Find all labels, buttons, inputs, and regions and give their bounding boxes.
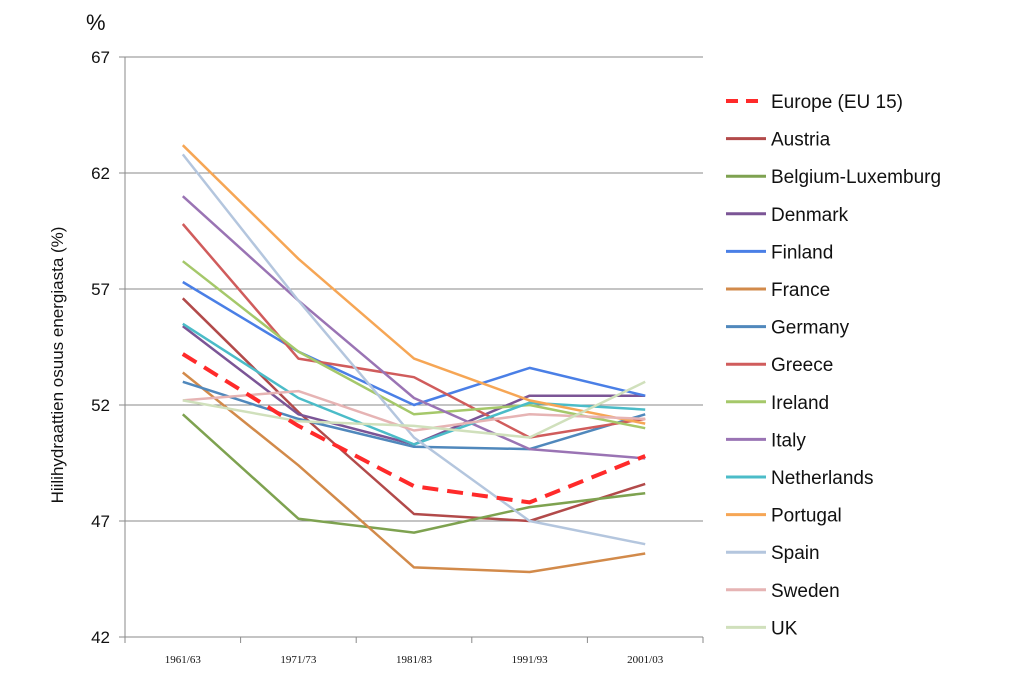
y-tick-label: 42 bbox=[91, 628, 110, 647]
x-tick-label: 2001/03 bbox=[627, 654, 664, 666]
series-line-germany bbox=[182, 380, 646, 451]
legend-label: Netherlands bbox=[771, 468, 873, 489]
legend-item-france: France bbox=[726, 280, 830, 301]
legend-item-netherlands: Netherlands bbox=[726, 468, 873, 489]
legend-item-denmark: Denmark bbox=[726, 205, 849, 226]
legend-item-sweden: Sweden bbox=[726, 581, 840, 602]
y-tick-label: 67 bbox=[91, 48, 110, 67]
y-unit-label: % bbox=[86, 10, 106, 35]
legend-label: Portugal bbox=[771, 506, 842, 527]
legend-item-uk: UK bbox=[726, 618, 798, 639]
legend-item-portugal: Portugal bbox=[726, 506, 842, 527]
y-tick-label: 47 bbox=[91, 512, 110, 531]
x-tick-label: 1961/63 bbox=[165, 654, 202, 666]
y-tick-labels: 42 47 52 57 62 67 bbox=[91, 48, 110, 647]
y-tick-label: 62 bbox=[91, 164, 110, 183]
y-axis-label: Hiilihydraattien osuus energiasta (%) bbox=[48, 227, 67, 504]
series-line-ireland bbox=[182, 260, 646, 430]
legend-label: Belgium-Luxemburg bbox=[771, 167, 941, 188]
legend-label: Finland bbox=[771, 242, 833, 263]
legend-item-greece: Greece bbox=[726, 355, 833, 376]
legend-item-belgium-luxemburg: Belgium-Luxemburg bbox=[726, 167, 941, 188]
legend-item-europe-eu-15: Europe (EU 15) bbox=[726, 92, 903, 113]
series-line-greece bbox=[181, 223, 646, 439]
series-line-france bbox=[182, 371, 646, 574]
legend-label: UK bbox=[771, 618, 798, 639]
axes bbox=[119, 56, 704, 643]
series-lines bbox=[181, 144, 646, 574]
legend-label: Austria bbox=[771, 130, 831, 151]
legend-label: Europe (EU 15) bbox=[771, 92, 903, 113]
series-line-portugal bbox=[181, 144, 646, 425]
series-line-belgium-luxemburg bbox=[181, 413, 646, 534]
legend-label: Spain bbox=[771, 543, 820, 564]
series-line-uk bbox=[182, 380, 646, 439]
gridlines bbox=[125, 56, 703, 522]
series-line-sweden bbox=[182, 389, 646, 432]
x-tick-label: 1981/83 bbox=[396, 654, 433, 666]
series-line-finland bbox=[182, 280, 646, 407]
x-tick-labels: 1961/63 1971/73 1981/83 1991/93 2001/03 bbox=[165, 654, 664, 666]
series-line-italy bbox=[181, 195, 646, 460]
legend-label: Germany bbox=[771, 318, 850, 339]
y-tick-label: 52 bbox=[91, 396, 110, 415]
legend-item-spain: Spain bbox=[726, 543, 820, 564]
legend: Europe (EU 15) Austria Belgium-Luxemburg De… bbox=[726, 92, 941, 639]
series-line-europe-eu-15 bbox=[181, 352, 646, 505]
legend-label: Ireland bbox=[771, 393, 829, 414]
legend-item-finland: Finland bbox=[726, 242, 833, 263]
legend-item-austria: Austria bbox=[726, 130, 831, 151]
legend-item-italy: Italy bbox=[726, 430, 806, 451]
legend-label: Italy bbox=[771, 430, 806, 451]
legend-label: France bbox=[771, 280, 830, 301]
x-tick-label: 1971/73 bbox=[280, 654, 317, 666]
legend-label: Denmark bbox=[771, 205, 849, 226]
legend-label: Greece bbox=[771, 355, 833, 376]
legend-item-germany: Germany bbox=[726, 318, 850, 339]
legend-label: Sweden bbox=[771, 581, 840, 602]
series-line-spain bbox=[181, 153, 646, 546]
y-tick-label: 57 bbox=[91, 280, 110, 299]
series-line-netherlands bbox=[182, 322, 646, 446]
legend-item-ireland: Ireland bbox=[726, 393, 829, 414]
x-tick-label: 1991/93 bbox=[512, 654, 549, 666]
